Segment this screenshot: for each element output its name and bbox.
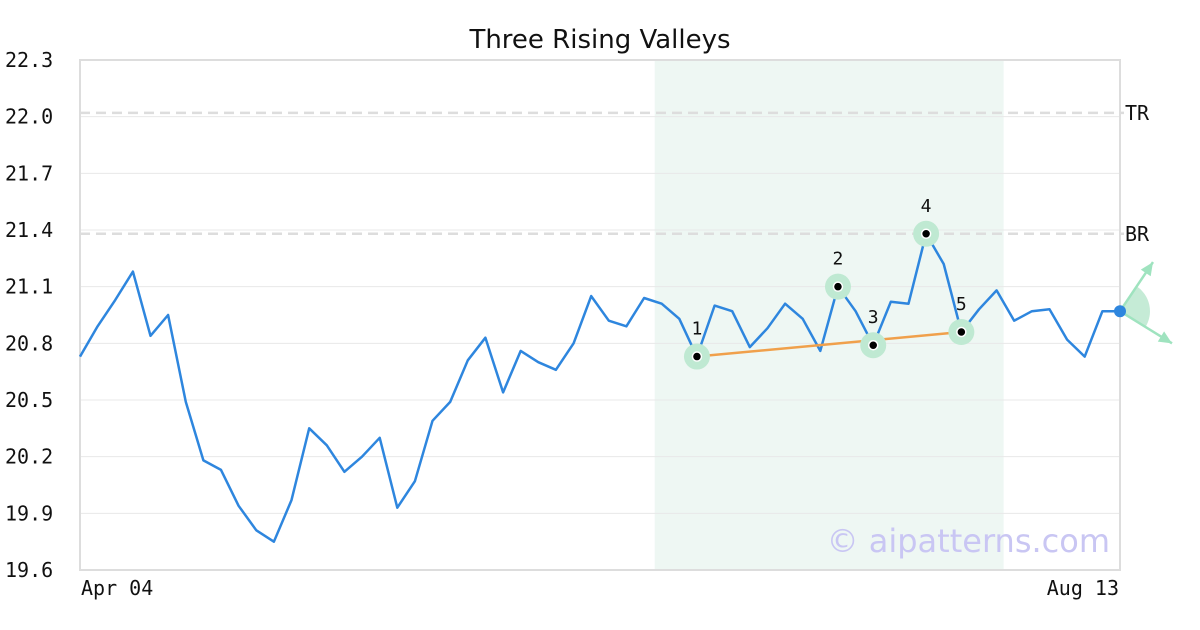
y-tick-label: 20.8 xyxy=(5,331,53,355)
pattern-point-label: 4 xyxy=(921,196,932,217)
y-tick-label: 21.7 xyxy=(5,161,53,185)
pattern-point-dot xyxy=(956,326,967,338)
pattern-point-dot xyxy=(920,228,932,240)
projection-up-arrow-head xyxy=(1140,262,1153,277)
y-tick-label: 21.4 xyxy=(5,218,53,242)
y-tick-label: 20.2 xyxy=(5,445,53,469)
price-series xyxy=(78,232,1120,543)
y-tick-label: 19.9 xyxy=(5,501,53,525)
level-label-tr: TR xyxy=(1125,101,1150,125)
pattern-point-dot xyxy=(832,281,844,292)
x-tick-label: Aug 13 xyxy=(1047,576,1119,600)
chart-title: Three Rising Valleys xyxy=(468,25,730,55)
last-price-dot xyxy=(1114,305,1126,318)
x-tick-label: Apr 04 xyxy=(81,576,153,600)
pattern-overlay: 1 2 3 4 5 xyxy=(683,196,975,370)
valley-trendline xyxy=(696,330,962,358)
y-axis-ticks: 22.3 22.0 21.7 21.4 21.1 20.8 20.5 20.2 19.9 19.6 xyxy=(5,48,53,582)
level-label-br: BR xyxy=(1125,222,1150,246)
y-tick-label: 20.5 xyxy=(5,388,53,412)
projection-wedge xyxy=(1120,286,1150,327)
price-line xyxy=(78,232,1120,543)
pattern-point-label: 2 xyxy=(833,249,844,270)
pattern-point-label: 5 xyxy=(956,294,967,315)
level-lines: TR BR xyxy=(80,101,1150,246)
pattern-point-label: 3 xyxy=(868,307,879,328)
projection-down-arrow-head xyxy=(1157,331,1172,344)
y-tick-label: 22.0 xyxy=(5,105,53,129)
y-tick-label: 19.6 xyxy=(5,558,53,582)
y-tick-label: 21.1 xyxy=(5,275,53,299)
pattern-point-dot xyxy=(691,351,703,362)
y-tick-label: 22.3 xyxy=(5,48,53,72)
projection-arrows xyxy=(1114,261,1173,345)
x-axis-ticks: Apr 04 Aug 13 xyxy=(81,576,1119,600)
pattern-point-label: 1 xyxy=(692,319,703,340)
pattern-point-dot xyxy=(867,339,879,351)
watermark: © aipatterns.com xyxy=(827,522,1110,560)
